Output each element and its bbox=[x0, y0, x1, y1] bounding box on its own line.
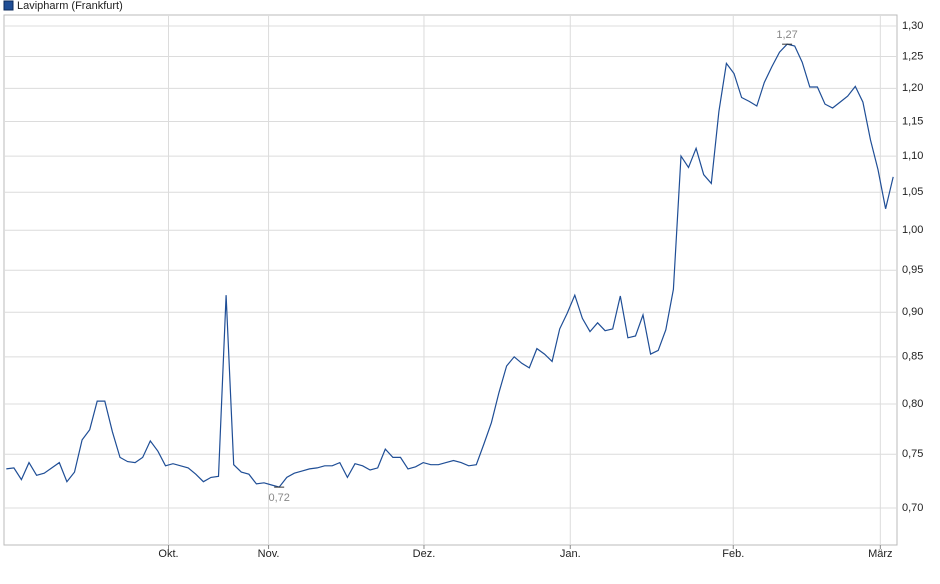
plot-frame bbox=[3, 14, 898, 546]
x-tick-label: Dez. bbox=[413, 548, 436, 560]
annotation: 1,27 bbox=[776, 29, 797, 41]
y-tick-label: 1,20 bbox=[902, 82, 923, 94]
y-tick-label: 0,75 bbox=[902, 448, 923, 460]
x-tick-label: Feb. bbox=[722, 548, 744, 560]
y-tick-label: 1,10 bbox=[902, 150, 923, 162]
y-tick-label: 1,05 bbox=[902, 186, 923, 198]
y-tick-label: 1,30 bbox=[902, 20, 923, 32]
x-tick-label: Nov. bbox=[258, 548, 280, 560]
legend-label: Lavipharm (Frankfurt) bbox=[17, 0, 123, 12]
y-tick-label: 1,25 bbox=[902, 50, 923, 62]
y-tick-label: 0,80 bbox=[902, 398, 923, 410]
x-tick-label: Okt. bbox=[158, 548, 178, 560]
line bbox=[6, 43, 894, 488]
x-tick-label: Jan. bbox=[560, 548, 581, 560]
y-tick-label: 1,15 bbox=[902, 115, 923, 127]
x-tick-label: März bbox=[868, 548, 892, 560]
y-tick-label: 1,00 bbox=[902, 224, 923, 236]
y-tick-label: 0,85 bbox=[902, 351, 923, 363]
y-tick-label: 0,70 bbox=[902, 502, 923, 514]
annotation: 0,72 bbox=[268, 492, 289, 504]
y-tick-label: 0,95 bbox=[902, 264, 923, 276]
legend-swatch bbox=[3, 0, 14, 11]
y-tick-label: 0,90 bbox=[902, 306, 923, 318]
